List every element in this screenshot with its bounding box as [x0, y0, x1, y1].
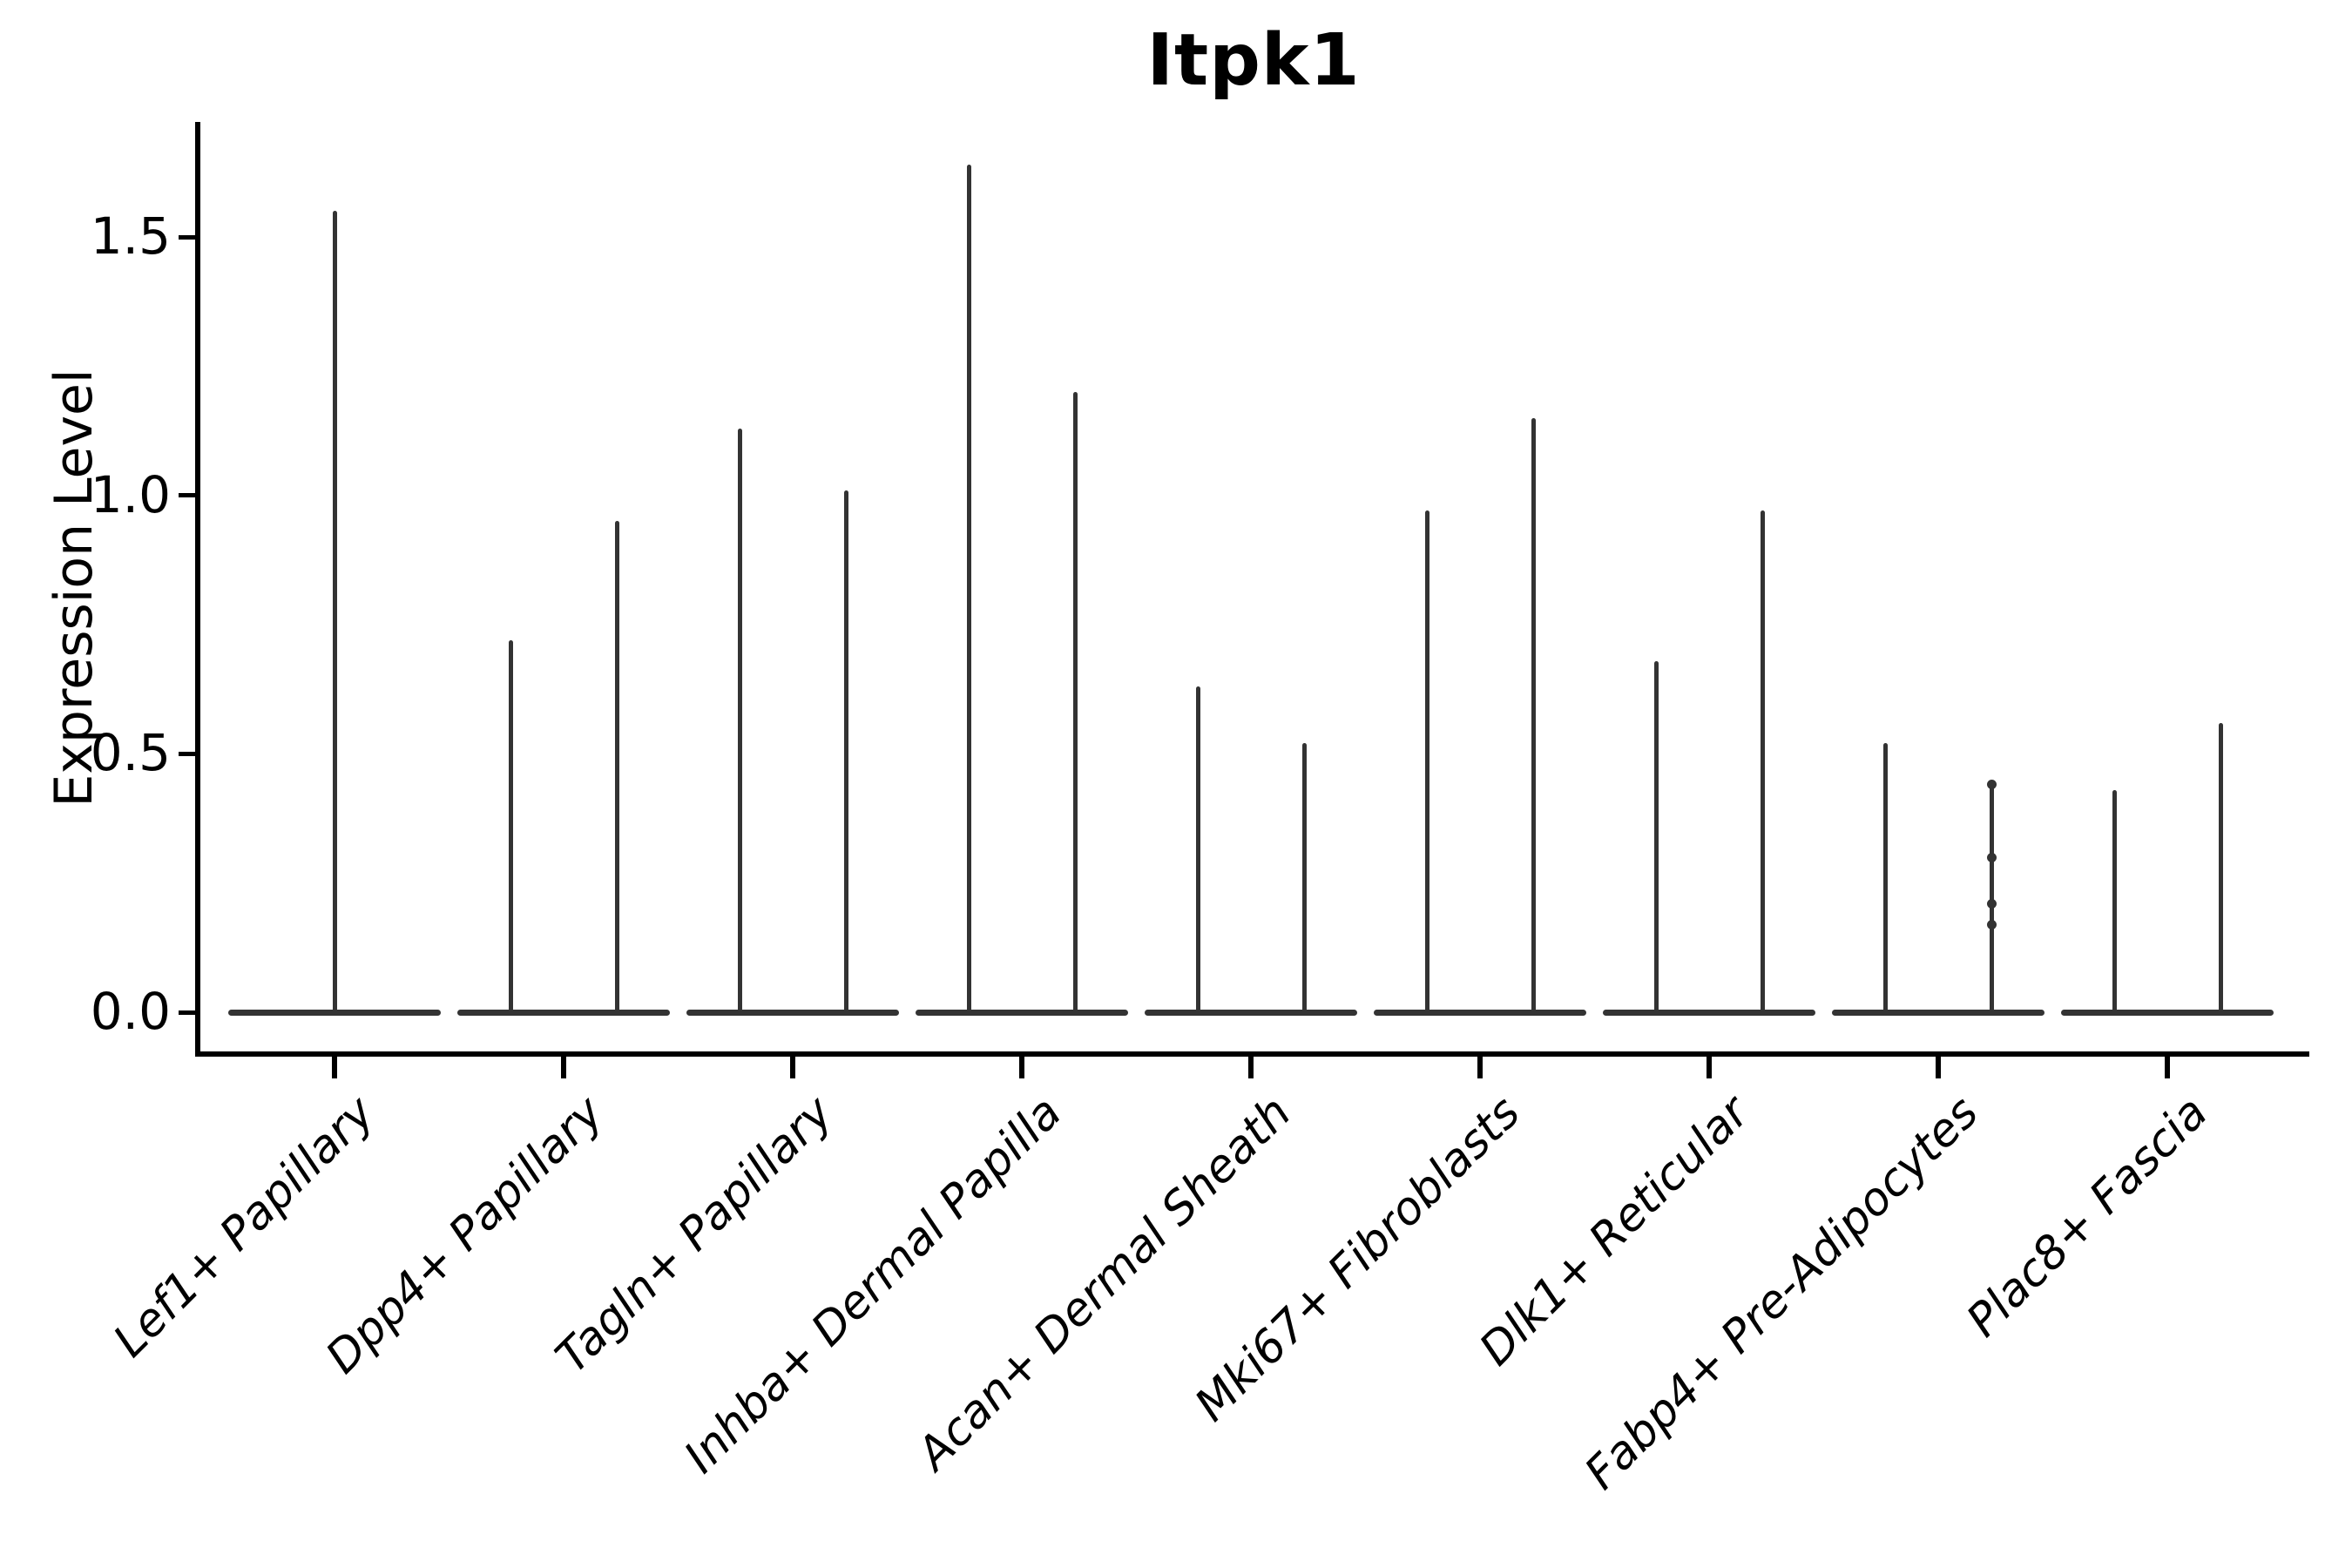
violin-spike [966, 164, 971, 1015]
plot-title: Itpk1 [1146, 19, 1361, 102]
jitter-dot [1986, 780, 1997, 790]
violin-spike [1882, 743, 1888, 1015]
y-tick [179, 1010, 198, 1015]
violin-spike [508, 639, 513, 1015]
y-tick-label: 1.0 [90, 464, 171, 524]
x-tick [790, 1056, 795, 1078]
x-tick [2165, 1056, 2170, 1078]
violin-spike [1653, 660, 1659, 1015]
x-tick-label: Inhba+ Dermal Papilla [674, 1086, 1072, 1484]
violin-spike [1195, 686, 1200, 1015]
violin-spike [1072, 392, 1078, 1015]
violin-base [2061, 1009, 2274, 1016]
violin-base [1603, 1009, 1815, 1016]
y-tick-label: 1.5 [90, 206, 171, 267]
x-tick [1248, 1056, 1254, 1078]
violin-spike [332, 211, 337, 1015]
x-tick-label: Fabp4+ Pre-Adipocytes [1575, 1086, 1989, 1500]
jitter-dot [1986, 852, 1997, 862]
x-tick [561, 1056, 566, 1078]
violin-spike [843, 490, 848, 1015]
jitter-dot [1986, 898, 1997, 909]
y-axis-spine [195, 122, 200, 1057]
x-tick [1936, 1056, 1941, 1078]
x-tick [1707, 1056, 1712, 1078]
violin-base [686, 1009, 899, 1016]
x-tick-label: Acan+ Dermal Sheath [907, 1086, 1301, 1481]
y-tick-label: 0.0 [90, 982, 171, 1041]
violin-spike [2112, 789, 2117, 1015]
violin-spike [1424, 510, 1429, 1015]
violin-spike [2218, 722, 2223, 1015]
y-tick-label: 0.5 [90, 723, 171, 783]
x-tick [332, 1056, 337, 1078]
x-tick-label: Plac8+ Fascia [1957, 1086, 2218, 1348]
violin-base [1374, 1009, 1586, 1016]
violin-spike [1301, 743, 1307, 1015]
y-tick [179, 234, 198, 240]
y-tick [179, 493, 198, 498]
jitter-dot [1986, 919, 1997, 929]
x-tick [1477, 1056, 1483, 1078]
violin-base [457, 1009, 670, 1016]
y-tick [179, 751, 198, 756]
x-tick [1019, 1056, 1024, 1078]
x-axis-spine [195, 1051, 2309, 1057]
violin-spike [1760, 510, 1765, 1015]
violin-base [1832, 1009, 2044, 1016]
violin-spike [737, 428, 742, 1015]
violin-spike [1531, 417, 1536, 1015]
violin-base [916, 1009, 1128, 1016]
violin-base [1145, 1009, 1357, 1016]
violin-spike [614, 521, 619, 1015]
